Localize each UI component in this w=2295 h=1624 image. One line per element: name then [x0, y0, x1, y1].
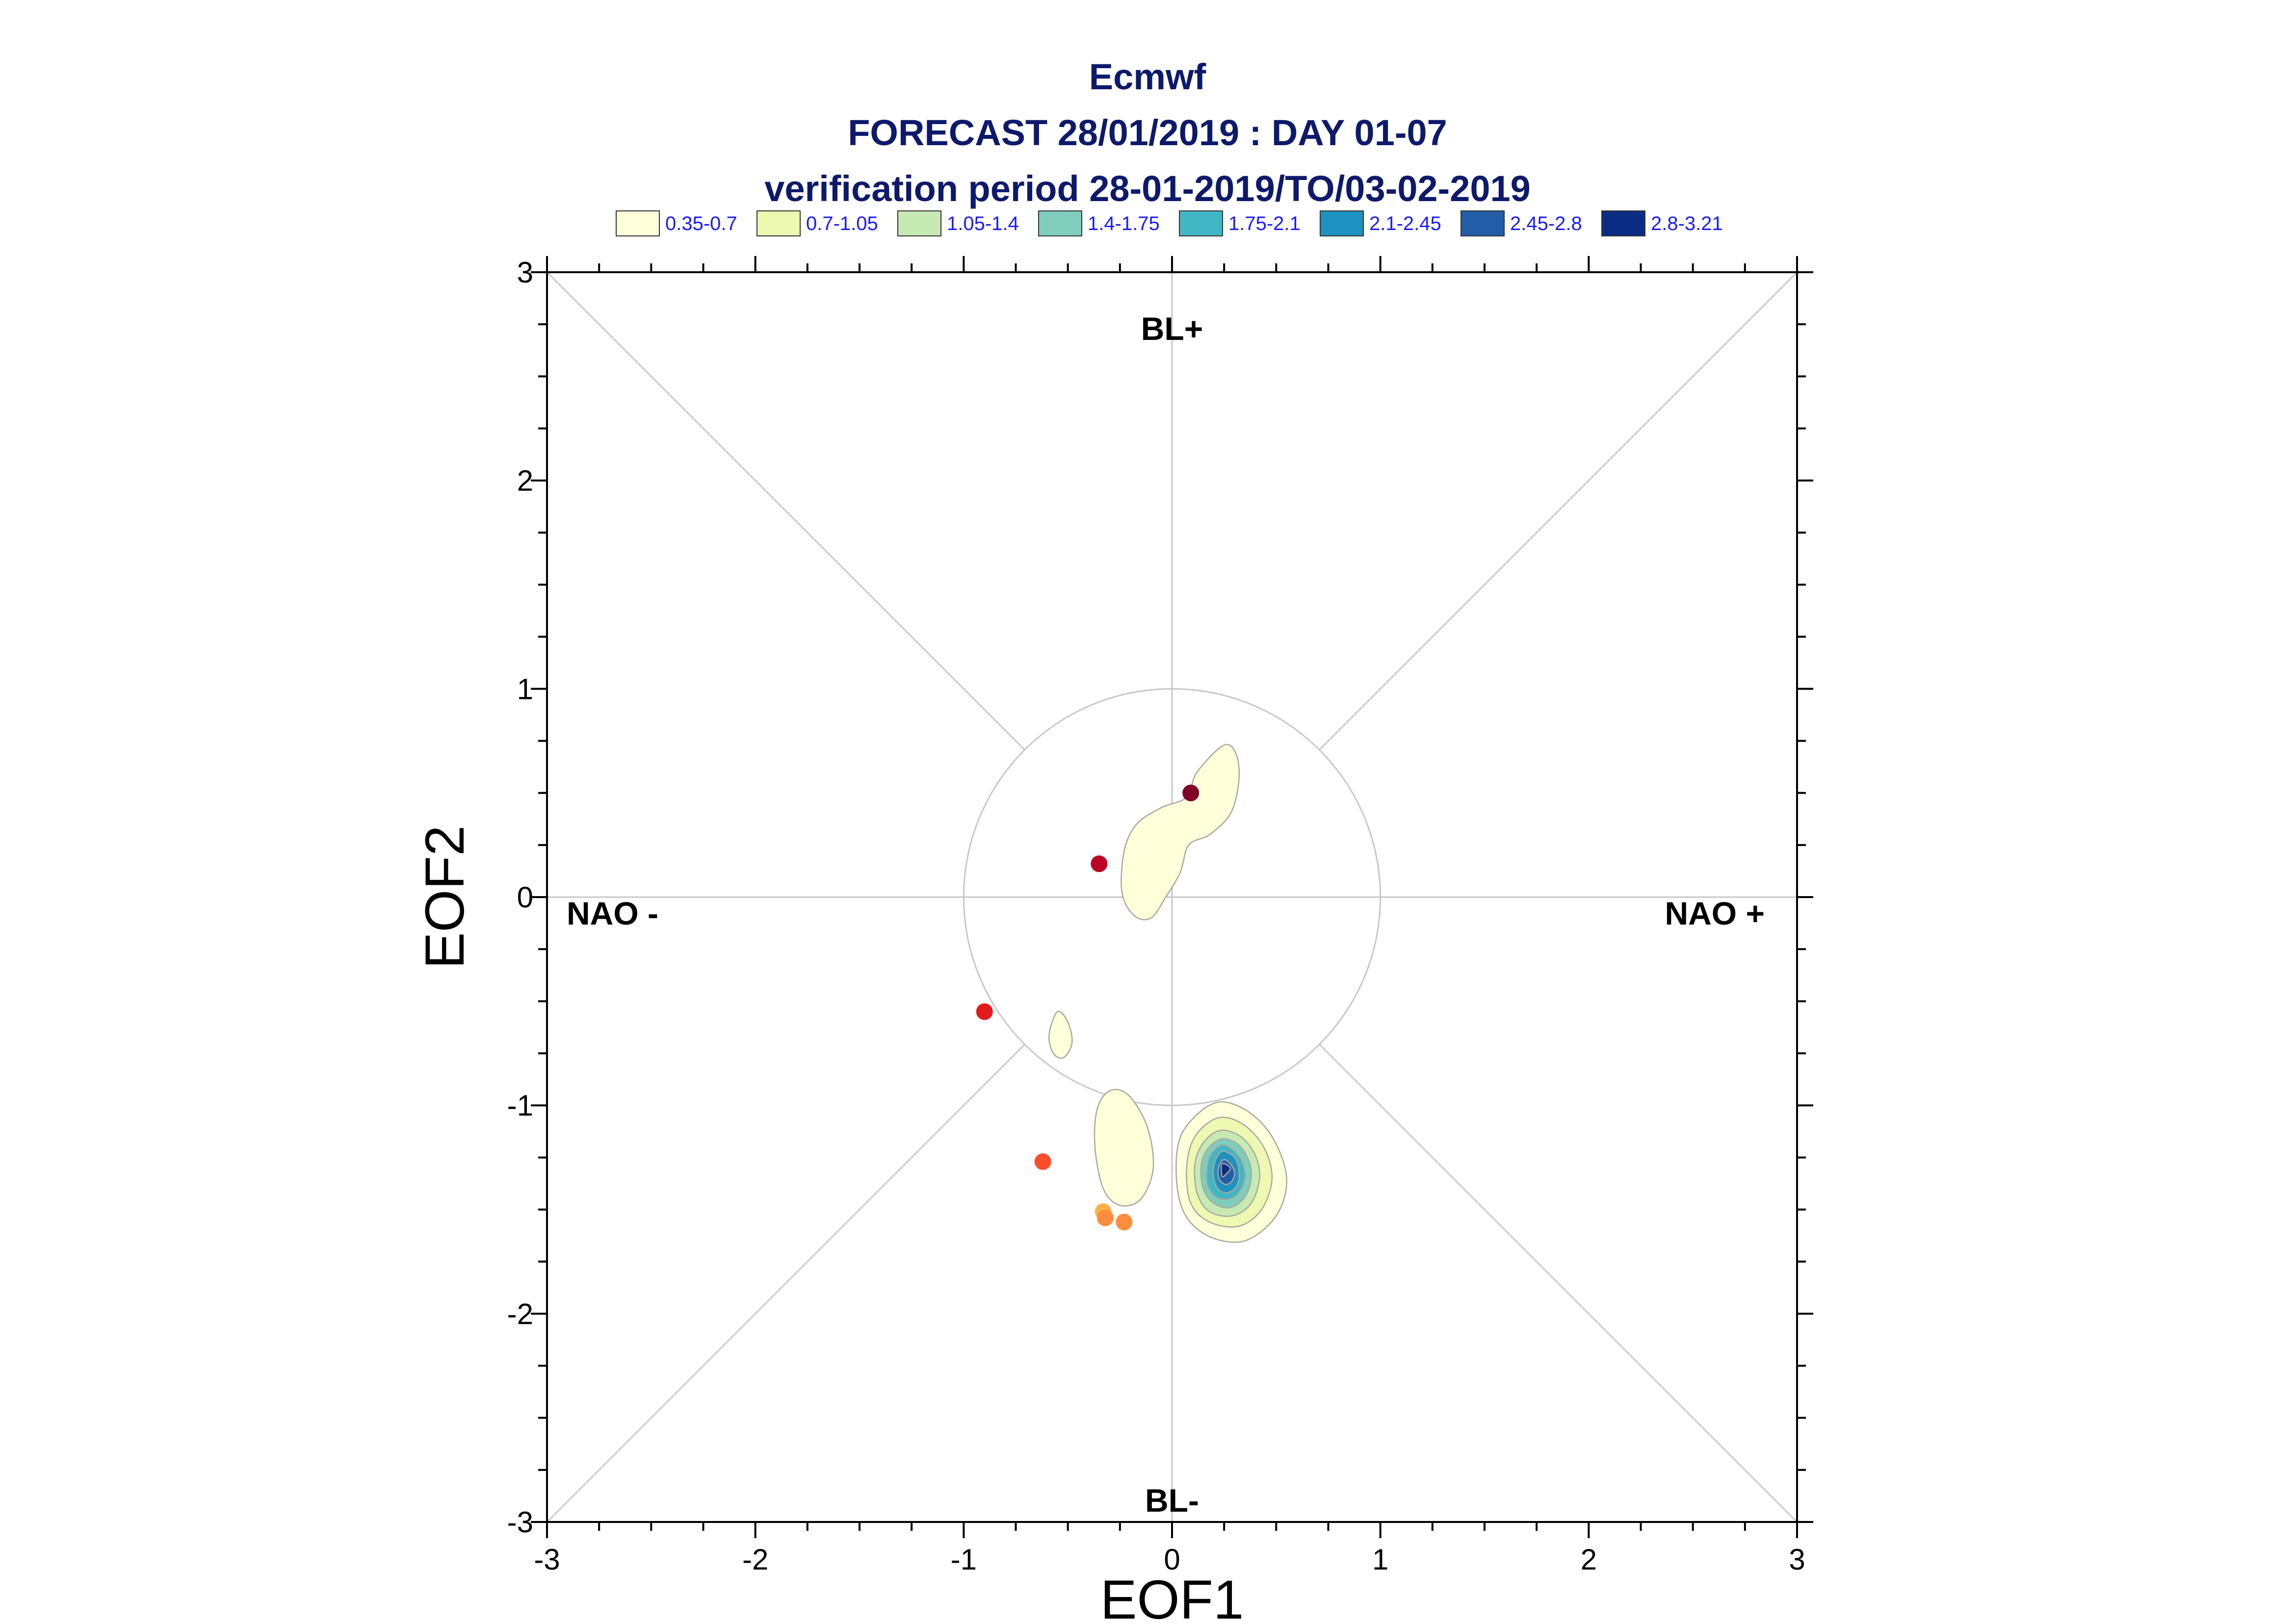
density-contours: [1048, 744, 1287, 1243]
regime-label-left: NAO -: [567, 895, 658, 931]
y-tick-label: -3: [507, 1506, 533, 1539]
y-tick-label: 3: [517, 256, 533, 289]
legend-label: 1.75-2.1: [1228, 213, 1301, 234]
legend-swatch: [1460, 210, 1505, 236]
regime-label-top: BL+: [1141, 310, 1203, 347]
data-point: [1097, 1209, 1114, 1226]
plot-area: BL+ BL- NAO - NAO +: [531, 256, 1813, 1538]
guide-diagonal-line: [546, 271, 1025, 750]
legend-label: 2.8-3.21: [1651, 213, 1723, 234]
y-tick-label: 0: [517, 881, 533, 914]
data-point: [1182, 784, 1200, 801]
legend-swatch: [756, 210, 801, 236]
y-tick-labels: 3 2 1 0 -1 -2 -3: [507, 256, 533, 1539]
y-axis-label: EOF2: [414, 825, 475, 969]
regime-label-right: NAO +: [1665, 895, 1765, 931]
density-contour: [1048, 1010, 1073, 1059]
regime-label-bottom: BL-: [1145, 1482, 1199, 1519]
legend-swatch: [616, 210, 660, 236]
guide-diagonal-line: [1319, 1044, 1798, 1523]
legend-label: 0.35-0.7: [665, 213, 737, 234]
y-tick-label: -2: [507, 1297, 533, 1330]
chart-verification-period: verification period 28-01-2019/TO/03-02-…: [764, 168, 1531, 209]
data-point: [976, 1003, 993, 1020]
legend-swatch: [1601, 210, 1645, 236]
unit-circle: [963, 688, 1382, 1107]
legend-swatch: [1179, 210, 1223, 236]
legend-swatch: [1320, 210, 1364, 236]
legend-label: 2.1-2.45: [1369, 213, 1441, 234]
legend-label: 1.4-1.75: [1088, 213, 1160, 234]
density-contour: [1221, 1162, 1231, 1178]
guide-lines: [546, 271, 1798, 1523]
density-contour: [1121, 744, 1240, 921]
legend-label: 1.05-1.4: [947, 213, 1019, 234]
x-tick-label: -3: [534, 1543, 560, 1576]
x-tick-label: 3: [1789, 1543, 1805, 1576]
legend: 0.35-0.7 0.7-1.05 1.05-1.4 1.4-1.75 1.75-2.1…: [616, 210, 1723, 236]
guide-diagonal-line: [1319, 271, 1798, 750]
y-tick-label: -1: [507, 1089, 533, 1122]
chart-titles: Ecmwf FORECAST 28/01/2019 : DAY 01-07 ve…: [0, 49, 2295, 217]
x-tick-label: 1: [1372, 1543, 1388, 1576]
legend-swatch: [1038, 210, 1082, 236]
chart-subtitle: FORECAST 28/01/2019 : DAY 01-07: [848, 112, 1447, 153]
x-tick-label: -1: [951, 1543, 977, 1576]
x-tick-label: 0: [1164, 1543, 1180, 1576]
legend-swatch: [897, 210, 941, 236]
data-point: [1116, 1213, 1133, 1231]
data-point: [1034, 1153, 1051, 1170]
data-point: [1091, 855, 1108, 873]
legend-label: 2.45-2.8: [1510, 213, 1582, 234]
y-tick-label: 2: [517, 464, 533, 497]
axis-ticks: [531, 256, 1813, 1538]
x-tick-label: 2: [1581, 1543, 1597, 1576]
x-tick-labels: -3 -2 -1 0 1 2 3: [534, 1543, 1805, 1576]
guide-diagonal-line: [546, 1044, 1025, 1523]
x-tick-label: -2: [742, 1543, 768, 1576]
data-points: [976, 784, 1200, 1231]
chart-title: Ecmwf: [1089, 56, 1206, 97]
density-contour: [1094, 1089, 1154, 1207]
legend-label: 0.7-1.05: [806, 213, 878, 234]
y-tick-label: 1: [517, 672, 533, 705]
x-axis-label: EOF1: [1100, 1569, 1244, 1624]
